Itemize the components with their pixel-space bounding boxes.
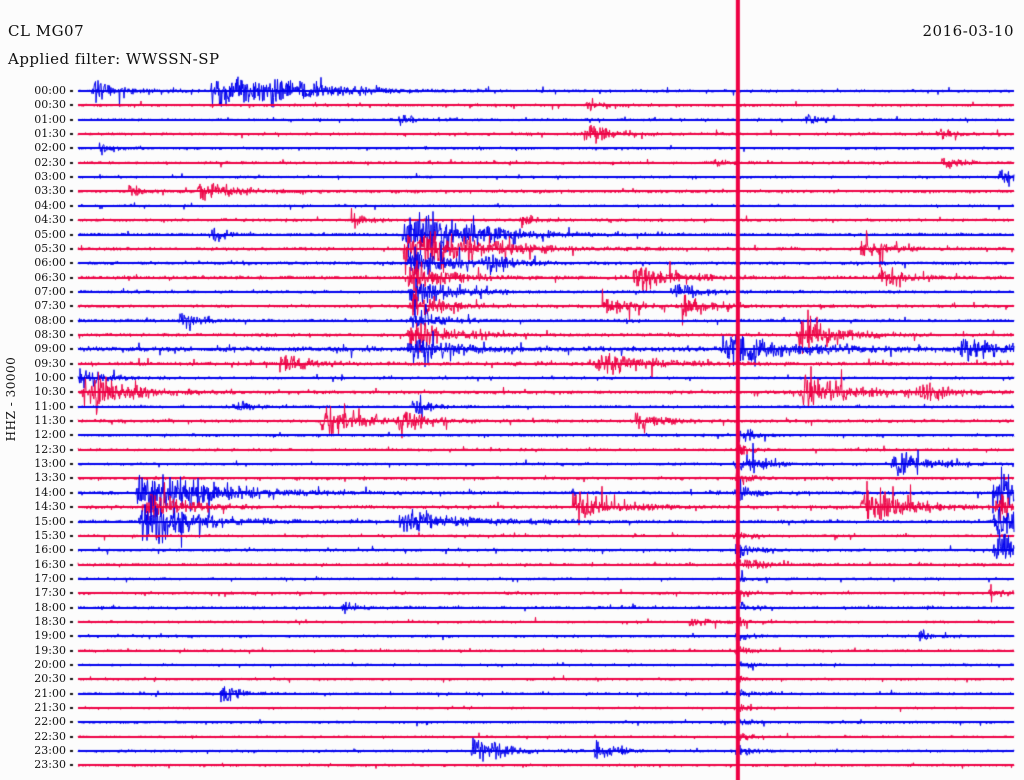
time-label: 22:00 (34, 715, 66, 729)
time-label: 14:00 (34, 485, 66, 499)
time-label: 13:30 (34, 471, 66, 485)
time-label: 00:30 (34, 98, 66, 112)
time-label: 09:30 (34, 356, 66, 370)
time-label: 18:30 (34, 614, 66, 628)
time-label: 16:30 (34, 557, 66, 571)
time-axis: 00:00 00:30 01:00 01:30 02:00 02:30 03:00 03:30… (0, 0, 66, 780)
time-label: 06:30 (34, 270, 66, 284)
time-label: 15:00 (34, 514, 66, 528)
time-label: 09:00 (34, 342, 66, 356)
time-label: 14:30 (34, 500, 66, 514)
time-label: 15:30 (34, 528, 66, 542)
time-label: 03:30 (34, 184, 66, 198)
time-label: 20:30 (34, 672, 66, 686)
time-label: 08:00 (34, 313, 66, 327)
time-label: 11:00 (34, 399, 66, 413)
time-label: 03:00 (34, 170, 66, 184)
time-label: 21:30 (34, 701, 66, 715)
time-label: 20:00 (34, 658, 66, 671)
time-label: 18:00 (34, 600, 66, 614)
time-label: 08:30 (34, 327, 66, 341)
date-label: 2016-03-10 (922, 22, 1014, 40)
time-label: 02:30 (34, 155, 66, 169)
time-label: 22:30 (34, 729, 66, 743)
time-label: 23:00 (34, 744, 66, 758)
time-label: 04:30 (34, 213, 66, 227)
time-label: 19:00 (34, 629, 66, 643)
time-label: 16:00 (34, 543, 66, 557)
time-label: 19:30 (34, 643, 66, 657)
time-label: 23:30 (34, 758, 66, 772)
time-label: 10:00 (34, 371, 66, 384)
time-label: 17:00 (34, 571, 66, 585)
time-label: 07:00 (34, 284, 66, 298)
time-label: 17:30 (34, 586, 66, 600)
time-label: 04:00 (34, 198, 66, 212)
applied-filter-label: Applied filter: WWSSN-SP (8, 50, 220, 68)
station-title: CL MG07 (8, 22, 85, 40)
time-label: 10:30 (34, 385, 66, 399)
time-label: 07:30 (34, 299, 66, 313)
time-label: 05:00 (34, 227, 66, 241)
time-label: 06:00 (34, 256, 66, 270)
time-label: 21:00 (34, 686, 66, 700)
time-label: 01:00 (34, 112, 66, 126)
time-label: 01:30 (34, 127, 66, 141)
time-label: 11:30 (34, 414, 66, 428)
time-label: 13:00 (34, 457, 66, 471)
time-label: 12:30 (34, 442, 66, 456)
time-label: 12:00 (34, 428, 66, 442)
time-label: 02:00 (34, 141, 66, 155)
time-label: 05:30 (34, 241, 66, 255)
time-label: 00:00 (34, 84, 66, 97)
